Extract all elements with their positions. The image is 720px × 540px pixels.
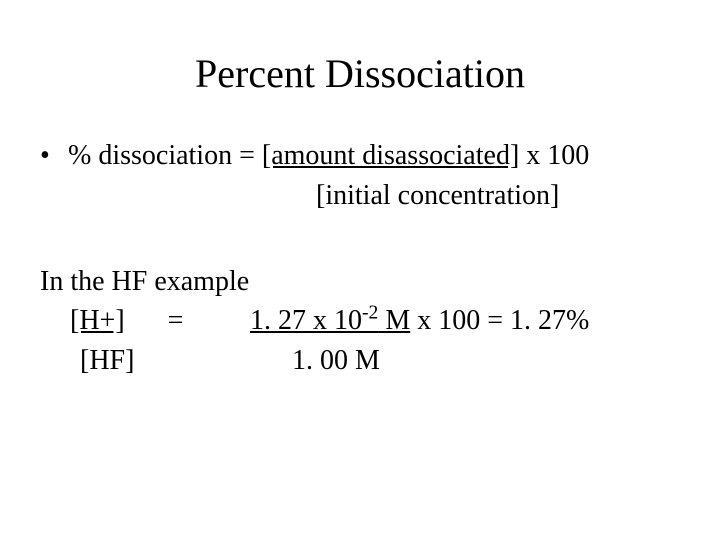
value-num-exp: -2 — [362, 303, 378, 324]
example-intro: In the HF example — [40, 263, 680, 301]
bullet-marker: • — [40, 137, 68, 175]
formula-denominator: [initial concentration] — [316, 177, 589, 215]
example-block: In the HF example [H+] = [HF] 1. 27 x 10… — [40, 263, 680, 380]
bullet-item: • % dissociation = [amount disassociated… — [40, 137, 680, 215]
formula-lead: % dissociation = — [68, 140, 262, 171]
bullet-content: % dissociation = [amount disassociated] … — [68, 137, 589, 215]
formula-tail: x 100 — [519, 140, 589, 171]
ratio-denominator: [HF] — [80, 342, 250, 380]
equals-sign: = — [168, 305, 184, 336]
slide-body: • % dissociation = [amount disassociated… — [40, 137, 680, 380]
ratio-equals: = — [133, 305, 184, 336]
result: = 1. 27% — [480, 305, 589, 336]
value-num-post: M — [378, 305, 410, 336]
formula-line-1: % dissociation = [amount disassociated] … — [68, 137, 589, 175]
ratio-numerator-row: [H+] = — [68, 302, 250, 340]
times-100: x 100 — [410, 305, 480, 336]
ratio-left: [H+] = [HF] — [40, 302, 250, 380]
ratio-right: 1. 27 x 10-2 M x 100 = 1. 27% 1. 00 M — [250, 302, 589, 380]
formula-numerator: [amount disassociated] — [262, 140, 519, 171]
value-denominator: 1. 00 M — [292, 342, 589, 380]
value-num-pre: 1. 27 x 10 — [250, 305, 362, 336]
ratio-numerator: [H+] — [68, 305, 133, 336]
slide: Percent Dissociation • % dissociation = … — [0, 0, 720, 540]
slide-title: Percent Dissociation — [40, 50, 680, 97]
example-ratio: [H+] = [HF] 1. 27 x 10-2 M x 100 = 1. 27… — [40, 302, 680, 380]
value-numerator: 1. 27 x 10-2 M — [250, 305, 410, 336]
value-numerator-row: 1. 27 x 10-2 M x 100 = 1. 27% — [250, 302, 589, 340]
